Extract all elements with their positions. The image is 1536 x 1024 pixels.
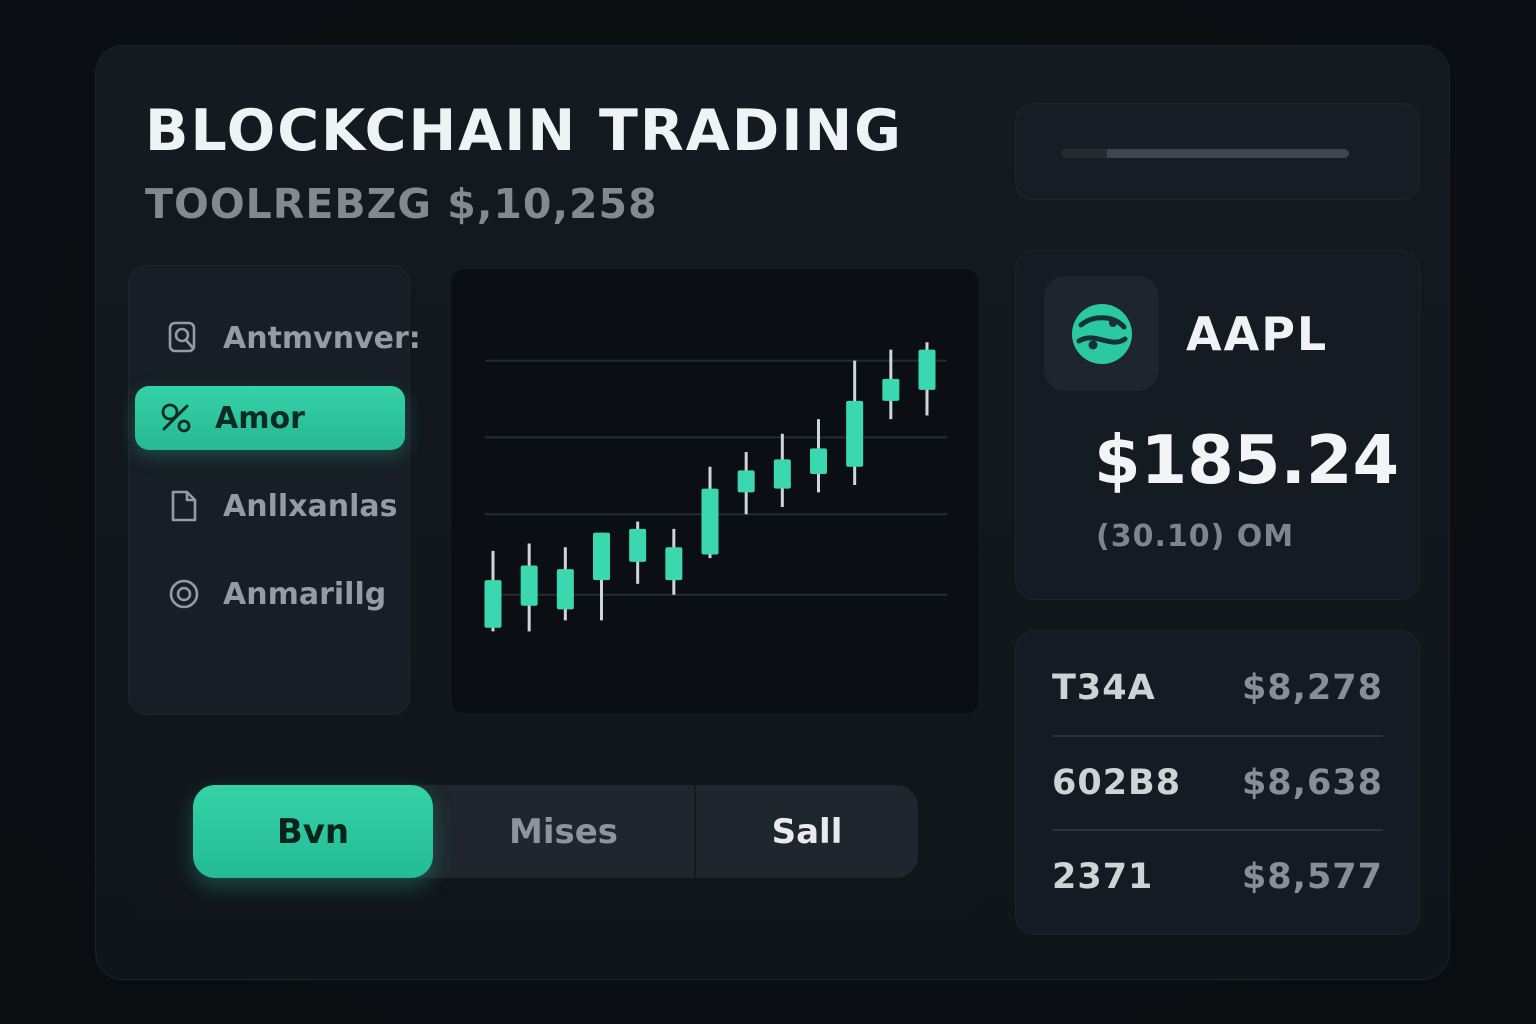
watchlist-row[interactable]: 2371 $8,577 bbox=[1052, 829, 1383, 923]
watchlist-price: $8,577 bbox=[1241, 857, 1383, 897]
page-subtitle: TOOLREBZG $,10,258 bbox=[145, 180, 658, 228]
candlestick-chart bbox=[450, 268, 980, 715]
ticker-card[interactable]: AAPL $185.24 (30.10) OM bbox=[1015, 250, 1420, 600]
sidebar-item-antmvnver[interactable]: Antmvnver: bbox=[143, 306, 421, 370]
globe-icon bbox=[1071, 303, 1132, 364]
sidebar-item-anllxanlas[interactable]: Anllxanlas bbox=[143, 474, 397, 538]
sidebar: Antmvnver: Amor Anllxanlas Anmarillg bbox=[128, 265, 421, 715]
sidebar-item-label: Anllxanlas bbox=[223, 488, 398, 524]
buy-button[interactable]: Bvn bbox=[193, 785, 433, 878]
ticker-price: $185.24 bbox=[1094, 421, 1400, 499]
watchlist-row[interactable]: T34A $8,278 bbox=[1052, 641, 1383, 735]
ticker-change: (30.10) OM bbox=[1096, 519, 1295, 554]
watchlist-card: T34A $8,278 602B8 $8,638 2371 $8,577 bbox=[1015, 630, 1420, 935]
summary-strip-card bbox=[1015, 103, 1420, 200]
ticker-logo-container bbox=[1044, 276, 1159, 391]
sidebar-item-label: Antmvnver: bbox=[223, 320, 421, 356]
sell-button[interactable]: Sall bbox=[771, 811, 843, 852]
watchlist-row[interactable]: 602B8 $8,638 bbox=[1052, 735, 1383, 829]
watchlist-price: $8,278 bbox=[1241, 668, 1383, 708]
search-icon bbox=[168, 321, 196, 353]
sidebar-item-anmarillg[interactable]: Anmarillg bbox=[143, 562, 397, 626]
watchlist-price: $8,638 bbox=[1241, 763, 1383, 803]
order-type-segmented-control: Bvn Mises Sall bbox=[193, 785, 918, 878]
page-title: BLOCKCHAIN TRADING bbox=[145, 98, 903, 164]
sidebar-item-label: Amor bbox=[215, 400, 305, 436]
target-icon bbox=[169, 579, 199, 609]
sidebar-item-amor[interactable]: Amor bbox=[135, 386, 405, 450]
chart-icon bbox=[161, 403, 191, 433]
watchlist-symbol: 2371 bbox=[1052, 857, 1154, 897]
watchlist-symbol: 602B8 bbox=[1052, 763, 1182, 803]
ticker-symbol: AAPL bbox=[1186, 307, 1329, 361]
watchlist-symbol: T34A bbox=[1052, 668, 1156, 708]
progress-bar[interactable] bbox=[1061, 149, 1349, 158]
sidebar-item-label: Anmarillg bbox=[223, 576, 387, 612]
document-icon bbox=[171, 490, 197, 522]
mises-button[interactable]: Mises bbox=[433, 785, 696, 878]
